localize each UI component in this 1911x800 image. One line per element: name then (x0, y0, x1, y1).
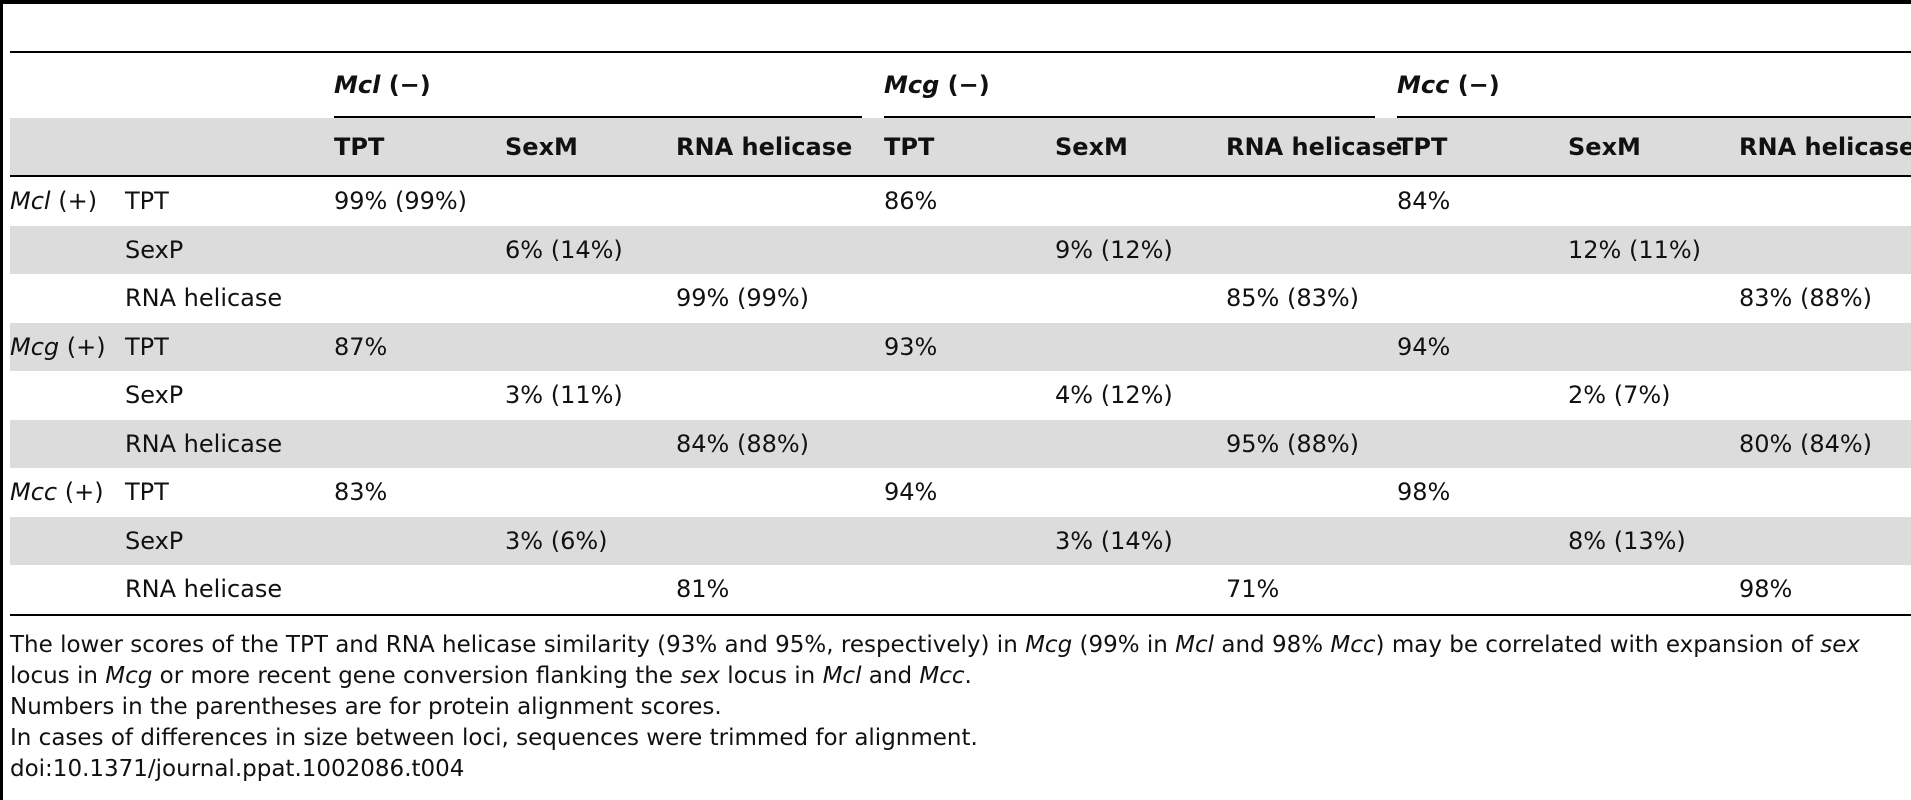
table-footnotes: The lower scores of the TPT and RNA heli… (10, 630, 1905, 785)
group-sign: (−) (1457, 71, 1500, 99)
row-gene-label: RNA helicase (125, 429, 283, 458)
column-header: TPT (1397, 132, 1448, 161)
table-cell: 98% (1397, 478, 1451, 507)
table-cell: 80% (84%) (1739, 429, 1873, 458)
table-cell: 9% (12%) (1055, 235, 1173, 264)
table-cell: 12% (11%) (1568, 235, 1702, 264)
table-cell: 84% (1397, 187, 1451, 216)
column-header: SexM (1055, 132, 1128, 161)
table-cell: 86% (884, 187, 938, 216)
group-species: Mcg (884, 71, 940, 99)
table-cell: 71% (1226, 575, 1280, 604)
row-species-label: Mcg (+) (10, 323, 106, 372)
group-species: Mcl (334, 71, 381, 99)
row-shade (10, 516, 1911, 565)
table-header-rule (10, 175, 1911, 177)
footnote-2: Numbers in the parentheses are for prote… (10, 694, 722, 720)
group-header-mcc: Mcc (−) (1397, 55, 1500, 115)
column-header: TPT (334, 132, 385, 161)
row-gene-label: SexP (125, 235, 184, 264)
table-cell: 4% (12%) (1055, 381, 1173, 410)
table-cell: 8% (13%) (1568, 526, 1686, 555)
group-underline-mcg (884, 116, 1375, 118)
subheader-band (10, 118, 1911, 175)
table-top-rule (10, 51, 1911, 53)
table-cell: 87% (334, 332, 388, 361)
table-cell: 2% (7%) (1568, 381, 1671, 410)
column-header: SexM (1568, 132, 1641, 161)
column-header: RNA helicase (676, 132, 853, 161)
top-border (0, 0, 1911, 4)
species-sign: (+) (66, 332, 106, 361)
table-cell: 6% (14%) (505, 235, 623, 264)
table-cell: 83% (334, 478, 388, 507)
table-cell: 93% (884, 332, 938, 361)
group-header-mcl: Mcl (−) (334, 55, 431, 115)
row-species-label: Mcl (+) (10, 177, 97, 226)
row-shade (10, 322, 1911, 371)
group-header-mcg: Mcg (−) (884, 55, 990, 115)
table-cell: 3% (14%) (1055, 526, 1173, 555)
group-sign: (−) (947, 71, 990, 99)
species-name: Mcl (10, 187, 51, 216)
footnote-3: In cases of differences in size between … (10, 725, 978, 751)
row-gene-label: RNA helicase (125, 575, 283, 604)
group-underline-mcc (1397, 116, 1911, 118)
group-sign: (−) (388, 71, 431, 99)
table-cell: 99% (99%) (676, 284, 810, 313)
group-underline-mcl (334, 116, 862, 118)
row-gene-label: SexP (125, 526, 184, 555)
table-cell: 94% (884, 478, 938, 507)
left-border (0, 0, 3, 800)
table-bottom-rule (10, 614, 1911, 616)
row-gene-label: SexP (125, 381, 184, 410)
species-name: Mcc (10, 478, 58, 507)
table-cell: 3% (11%) (505, 381, 623, 410)
row-species-label: Mcc (+) (10, 468, 104, 517)
species-sign: (+) (58, 187, 98, 216)
table-cell: 81% (676, 575, 730, 604)
row-gene-label: TPT (125, 187, 169, 216)
table-cell: 99% (99%) (334, 187, 468, 216)
row-gene-label: TPT (125, 332, 169, 361)
species-name: Mcg (10, 332, 60, 361)
column-header: SexM (505, 132, 578, 161)
row-shade (10, 225, 1911, 274)
doi-line: doi:10.1371/journal.ppat.1002086.t004 (10, 756, 465, 782)
footnote-1: The lower scores of the TPT and RNA heli… (10, 632, 1861, 689)
table-cell: 3% (6%) (505, 526, 608, 555)
column-header: TPT (884, 132, 935, 161)
row-gene-label: RNA helicase (125, 284, 283, 313)
row-gene-label: TPT (125, 478, 169, 507)
table-cell: 85% (83%) (1226, 284, 1360, 313)
table-cell: 83% (88%) (1739, 284, 1873, 313)
table-cell: 98% (1739, 575, 1793, 604)
column-header: RNA helicase (1226, 132, 1403, 161)
table-cell: 84% (88%) (676, 429, 810, 458)
column-header: RNA helicase (1739, 132, 1911, 161)
table-cell: 94% (1397, 332, 1451, 361)
species-sign: (+) (64, 478, 104, 507)
table-cell: 95% (88%) (1226, 429, 1360, 458)
row-shade (10, 419, 1911, 468)
group-species: Mcc (1397, 71, 1450, 99)
